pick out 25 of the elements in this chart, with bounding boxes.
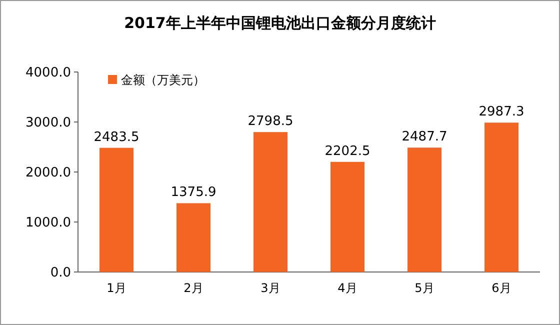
data-label: 2987.3 — [478, 104, 524, 120]
y-tick-label: 2000.0 — [26, 166, 71, 180]
bar — [176, 203, 210, 272]
y-tick-label: 4000.0 — [26, 66, 71, 80]
bar — [100, 148, 134, 272]
bar — [330, 162, 364, 272]
data-label: 2483.5 — [94, 130, 140, 145]
y-tick-label: 1000.0 — [26, 216, 71, 230]
x-tick-label: 1月 — [106, 281, 126, 295]
x-tick-label: 2月 — [184, 281, 204, 295]
data-label: 2487.7 — [402, 130, 448, 145]
data-label: 2202.5 — [324, 144, 370, 159]
x-tick-label: 4月 — [338, 281, 358, 295]
y-tick-label: 0.0 — [50, 266, 71, 280]
chart-title: 2017年上半年中国锂电池出口金额分月度统计 — [124, 14, 436, 32]
bar — [254, 132, 288, 272]
y-tick-label: 3000.0 — [26, 116, 71, 130]
data-label: 1375.9 — [170, 185, 216, 200]
x-tick-label: 6月 — [492, 281, 512, 295]
x-tick-label: 5月 — [414, 281, 434, 295]
bar — [484, 122, 518, 272]
data-label: 2798.5 — [248, 114, 294, 130]
bar — [408, 148, 442, 272]
x-tick-label: 3月 — [260, 281, 280, 295]
legend-label: 金额（万美元） — [121, 73, 205, 87]
